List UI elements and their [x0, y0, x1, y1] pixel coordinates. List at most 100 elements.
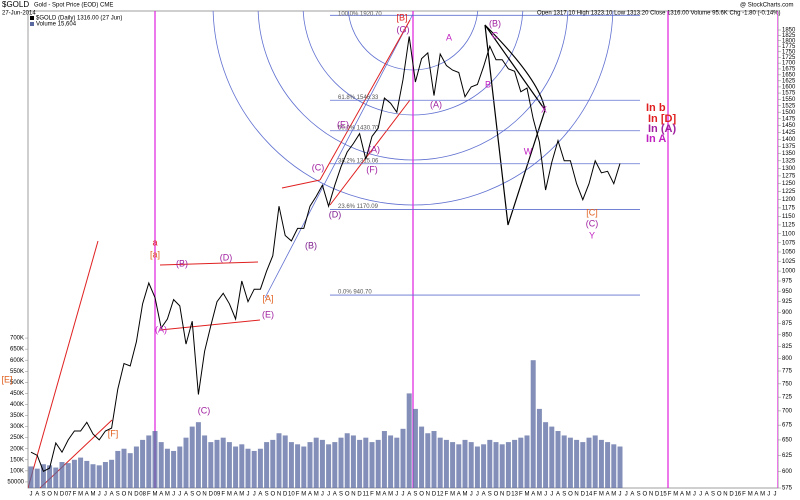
- volume-bar: [34, 468, 40, 488]
- x-tick-label: J: [98, 492, 101, 498]
- volume-bar: [208, 442, 214, 488]
- y2-tick-label: 550K: [10, 369, 24, 375]
- volume-bar: [65, 463, 71, 488]
- wave-label: [E]: [1, 374, 12, 384]
- y-tick-label: 1725: [782, 55, 796, 61]
- volume-bar: [71, 459, 77, 488]
- volume-bar: [164, 448, 170, 488]
- volume-bar: [555, 431, 561, 488]
- y-tick-label: 650: [782, 438, 793, 444]
- x-tick-label: A: [606, 492, 610, 498]
- volume-bar: [598, 439, 604, 488]
- y-tick-label: 1100: [782, 231, 796, 237]
- volume-bar: [109, 459, 115, 488]
- x-tick-label: J: [699, 492, 702, 498]
- x-tick-label: 15: [660, 492, 667, 498]
- x-tick-label: S: [637, 492, 641, 498]
- volume-bar: [567, 437, 573, 488]
- wave-label: (B): [305, 240, 317, 250]
- trend-line: [264, 13, 414, 299]
- fib-label: 38.2% 1315.06: [338, 158, 379, 164]
- x-tick-label: M: [388, 492, 393, 498]
- wave-label: In A: [646, 133, 666, 145]
- y-tick-label: 800: [782, 356, 793, 362]
- y-tick-label: 1200: [782, 197, 796, 203]
- volume-bar: [524, 435, 530, 488]
- volume-bar: [400, 428, 406, 488]
- y-tick-label: 1350: [782, 151, 796, 157]
- x-tick-label: S: [265, 492, 269, 498]
- x-tick-label: 07: [65, 492, 72, 498]
- x-tick-label: A: [457, 492, 461, 498]
- y-tick-label: 1625: [782, 78, 796, 84]
- y-tick-label: 1475: [782, 116, 796, 122]
- credit: @ StockCharts.com: [740, 3, 793, 9]
- x-tick-label: D: [506, 492, 511, 498]
- y-tick-label: 1575: [782, 91, 796, 97]
- volume-bar: [59, 462, 65, 488]
- x-tick-label: A: [258, 492, 262, 498]
- instrument-name: Gold - Spot Price (EOD) CME: [34, 3, 113, 9]
- x-tick-label: O: [568, 492, 573, 498]
- x-tick-label: D: [60, 492, 65, 498]
- volume-bar: [605, 442, 611, 488]
- x-tick-label: A: [234, 492, 238, 498]
- x-tick-label: A: [159, 492, 163, 498]
- y2-tick-label: 300K: [10, 424, 24, 430]
- volume-bar: [443, 439, 449, 488]
- y-tick-label: 725: [782, 395, 793, 401]
- volume-bar: [28, 466, 34, 488]
- x-tick-label: 08: [139, 492, 146, 498]
- volume-bar: [102, 462, 108, 488]
- x-tick-label: N: [128, 492, 132, 498]
- volume-bar: [406, 393, 412, 488]
- x-tick-label: 16: [734, 492, 741, 498]
- volume-bar: [47, 465, 53, 488]
- channels: [28, 19, 411, 488]
- x-tick-label: M: [673, 492, 678, 498]
- wave-label: In [D]: [648, 113, 676, 125]
- volume-bar: [431, 431, 437, 488]
- x-tick-label: D: [729, 492, 734, 498]
- y2-tick-label: 700K: [10, 336, 24, 342]
- volume-bar: [195, 422, 201, 488]
- y-tick-label: 1550: [782, 97, 796, 103]
- x-tick-label: J: [402, 492, 405, 498]
- wave-label: a: [152, 237, 157, 247]
- x-tick-label: M: [153, 492, 158, 498]
- x-tick-label: O: [345, 492, 350, 498]
- y-tick-label: 1225: [782, 189, 796, 195]
- x-tick-label: J: [767, 492, 770, 498]
- y2-tick-label: 400K: [10, 402, 24, 408]
- volume-bar: [388, 435, 394, 488]
- x-tick-label: J: [395, 492, 398, 498]
- x-tick-label: J: [104, 492, 107, 498]
- y-tick-label: 575: [782, 486, 793, 492]
- x-tick-label: S: [190, 492, 194, 498]
- x-tick-label: F: [221, 492, 225, 498]
- wave-label: Y: [589, 230, 595, 240]
- x-tick-label: F: [742, 492, 746, 498]
- volume-bar: [512, 439, 518, 488]
- wave-label: (D): [220, 252, 233, 262]
- x-tick-label: M: [239, 492, 244, 498]
- x-tick-label: A: [333, 492, 337, 498]
- x-tick-label: M: [314, 492, 319, 498]
- x-tick-label: M: [760, 492, 765, 498]
- x-tick-label: N: [277, 492, 281, 498]
- volume-bar: [140, 439, 146, 488]
- x-tick-label: F: [668, 492, 672, 498]
- x-tick-label: O: [122, 492, 127, 498]
- wave-label: X: [541, 104, 547, 114]
- y-tick-label: 675: [782, 423, 793, 429]
- volume-bar: [220, 437, 226, 488]
- volume-bar: [425, 433, 431, 488]
- volume-bar: [40, 464, 46, 488]
- x-tick-label: D: [209, 492, 214, 498]
- y-tick-label: 875: [782, 321, 793, 327]
- x-tick-label: D: [283, 492, 288, 498]
- volume-bar: [344, 433, 350, 488]
- volume-bar: [357, 439, 363, 488]
- y-tick-label: 850: [782, 332, 793, 338]
- x-tick-label: A: [556, 492, 560, 498]
